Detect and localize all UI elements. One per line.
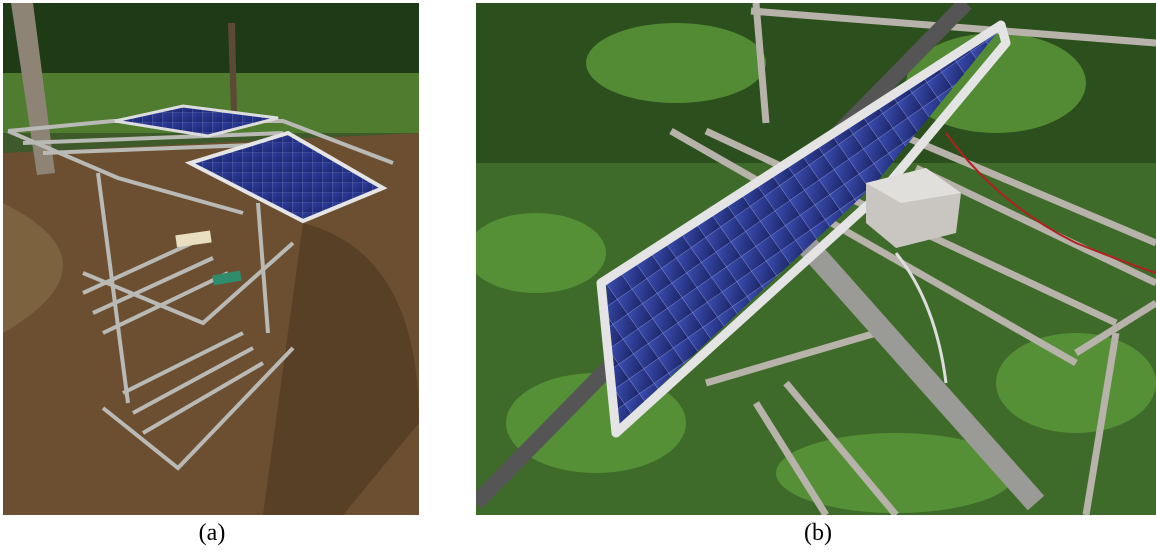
photo-b — [476, 3, 1156, 515]
photo-a — [3, 3, 419, 515]
caption: (b) — [804, 520, 832, 546]
caption: (a) — [198, 520, 226, 546]
